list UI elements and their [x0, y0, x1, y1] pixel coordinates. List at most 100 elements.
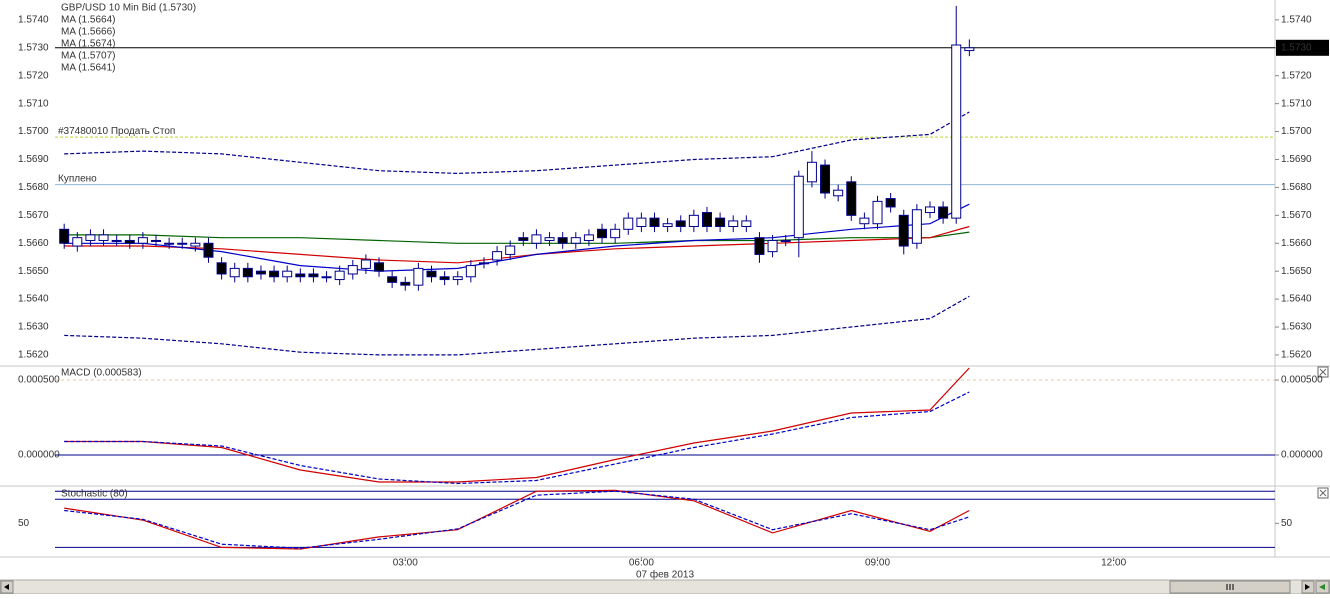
y-tick-label: 1.5730 [18, 42, 49, 53]
candle-body [465, 265, 476, 278]
y-tick-label: 0.000000 [18, 450, 60, 461]
candle-body [413, 267, 424, 286]
candle-body [295, 273, 306, 278]
indicator-line [64, 295, 970, 356]
close-button[interactable] [1317, 487, 1329, 499]
candle-body [688, 214, 699, 228]
candle-body [137, 237, 148, 244]
y-tick-label: 1.5720 [18, 70, 49, 81]
candle-body [662, 223, 673, 228]
candle-body [793, 175, 804, 239]
candle-body [426, 270, 437, 278]
scroll-thumb[interactable] [1169, 580, 1291, 594]
scroll-right[interactable] [1301, 580, 1315, 594]
candle-body [544, 237, 555, 241]
candle-body [911, 209, 922, 244]
y-tick-label: 50 [18, 518, 30, 529]
candle-body [518, 237, 529, 241]
candle-body [846, 181, 857, 216]
candle-body [321, 276, 332, 279]
candle-body [610, 228, 621, 239]
candle-body [85, 234, 96, 241]
scroll-end[interactable] [1315, 580, 1330, 594]
candle-body [885, 198, 896, 208]
candle-body [754, 237, 765, 255]
y-tick-label: 1.5710 [1281, 98, 1312, 109]
candle-body [938, 206, 949, 219]
y-tick-label: 1.5660 [1281, 238, 1312, 249]
x-tick-label: 06:00 [629, 558, 654, 569]
candle-body [806, 161, 817, 183]
candle-body [872, 200, 883, 225]
indicator-line [64, 203, 970, 272]
y-tick-label: 1.5650 [18, 266, 49, 277]
x-tick-label: 12:00 [1101, 558, 1126, 569]
y-tick-label: 0.000000 [1281, 450, 1323, 461]
candle-body [623, 217, 634, 230]
indicator-line [64, 490, 970, 549]
candle-body [72, 237, 83, 247]
candle-body [374, 262, 385, 272]
candle-body [531, 234, 542, 244]
candle-body [164, 242, 175, 245]
y-tick-label: 1.5670 [18, 210, 49, 221]
scroll-left[interactable] [0, 580, 14, 594]
candle-body [334, 270, 345, 281]
indicator-line [64, 111, 970, 175]
scrollbar-track[interactable] [0, 579, 1330, 595]
price-line-label: #37480010 Продать Стоп [58, 126, 175, 137]
candle-body [308, 273, 319, 278]
indicator-line [64, 391, 970, 485]
y-tick-label: 1.5620 [1281, 350, 1312, 361]
candle-body [203, 242, 214, 258]
close-button[interactable] [1317, 366, 1329, 378]
candle-body [242, 267, 253, 278]
x-tick-label: 03:00 [393, 558, 418, 569]
y-tick-label: 50 [1281, 518, 1293, 529]
candle-body [269, 270, 280, 278]
panel-title: GBP/USD 10 Min Bid (1.5730) [61, 3, 196, 14]
y-tick-label: 1.5740 [18, 15, 49, 26]
candle-body [675, 220, 686, 228]
candle-body [452, 276, 463, 281]
candle-body [859, 217, 870, 225]
candle-body [597, 228, 608, 239]
candle-body [964, 47, 975, 52]
y-tick-label: 1.5670 [1281, 210, 1312, 221]
candle-body [177, 242, 188, 245]
y-tick-label: 1.5740 [1281, 15, 1312, 26]
y-tick-label: 1.5640 [18, 294, 49, 305]
x-axis-date: 07 фев 2013 [636, 569, 694, 581]
candle-body [400, 281, 411, 286]
candle-body [780, 239, 791, 242]
candle-body [649, 217, 660, 228]
last-price-label: 1.5730 [1281, 42, 1312, 53]
candle-body [570, 237, 581, 244]
y-tick-label: 1.5640 [1281, 294, 1312, 305]
x-tick-label: 09:00 [865, 558, 890, 569]
y-tick-label: 0.000500 [1281, 375, 1323, 386]
candle-body [951, 44, 962, 219]
y-tick-label: 1.5630 [1281, 322, 1312, 333]
candle-body [820, 164, 831, 194]
candle-body [98, 234, 109, 241]
candle-body [255, 270, 266, 275]
y-tick-label: 1.5620 [18, 350, 49, 361]
y-tick-label: 0.000500 [18, 375, 60, 386]
y-tick-label: 1.5700 [1281, 126, 1312, 137]
y-tick-label: 1.5680 [18, 182, 49, 193]
candle-body [190, 242, 201, 247]
price-line-label: Куплено [58, 173, 97, 184]
candle-body [59, 228, 70, 244]
candle-body [767, 239, 778, 253]
candle-body [282, 270, 293, 278]
candle-body [439, 276, 450, 281]
candle-body [360, 259, 371, 269]
candle-body [347, 265, 358, 275]
panel-title: Stochastic (80) [61, 489, 128, 500]
legend-entry: MA (1.5666) [61, 27, 115, 38]
panel-title: MACD (0.000583) [61, 368, 142, 379]
candle-body [833, 189, 844, 197]
candle-body [229, 267, 240, 278]
